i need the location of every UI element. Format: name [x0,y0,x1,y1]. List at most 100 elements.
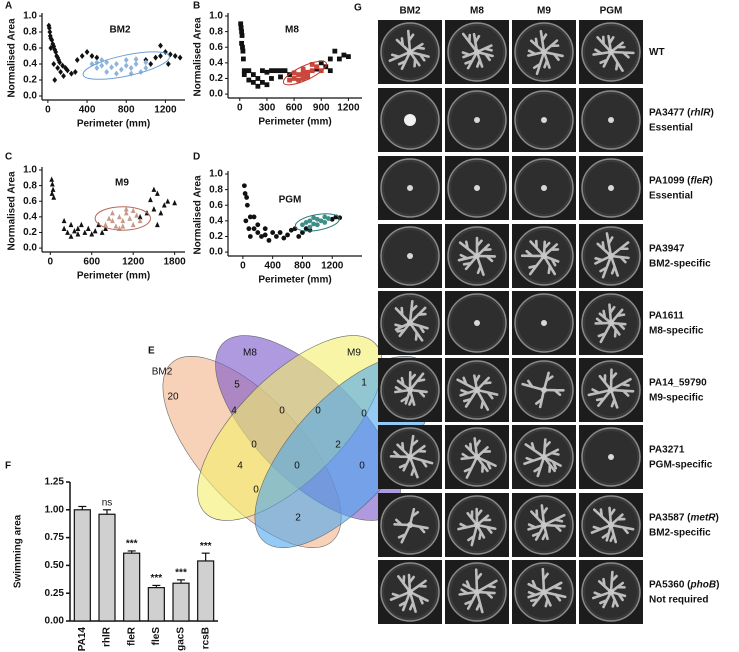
data-point [120,223,126,229]
data-point [55,65,61,71]
venn-count: 20 [167,392,179,403]
row-label: M8-specific [649,325,704,336]
data-point [49,176,55,182]
y-tick-label: 0.2 [23,227,37,238]
data-point [241,68,247,74]
x-tick-label: 1800 [164,257,187,268]
colony-branch [472,32,481,54]
data-point [346,54,351,60]
row-label-part: metR [691,512,717,523]
data-point [49,190,55,196]
colony [474,320,480,326]
colony-branch [464,50,479,70]
y-tick-label: 0.25 [45,588,65,599]
colony [407,522,413,528]
colony [407,589,413,595]
data-point [89,53,95,59]
data-point [46,25,52,31]
x-tick-label: fleS [151,627,162,646]
y-tick-label: 1.0 [23,165,37,176]
data-point [133,56,139,63]
x-tick-label: 400 [264,261,281,272]
colony-branch [598,374,613,392]
colony [608,49,614,55]
data-point [82,229,88,235]
bar [123,552,141,622]
venn-count: 0 [361,409,367,420]
data-point [47,29,53,35]
row-label: Essential [649,190,693,201]
data-point [246,77,252,83]
x-tick-label: 1200 [122,257,145,268]
y-axis-label: Normalised Area [7,171,18,251]
bar [73,509,91,622]
data-point [151,186,157,192]
colony-branch [408,590,417,613]
y-axis-label: Normalised Area [7,18,18,98]
data-point [318,60,324,66]
data-point [255,76,261,81]
y-axis-label: Normalised Area [193,175,204,255]
colony-branch [524,442,546,459]
data-point [158,53,163,59]
significance-label: *** [175,567,187,578]
y-tick-label: 1.25 [45,477,65,488]
colony [407,49,413,55]
data-point [61,73,66,79]
data-point [327,68,333,74]
data-point [130,221,136,228]
data-point [75,225,81,231]
row-label-part: ) [711,107,714,118]
data-point [247,214,253,220]
colony-branch [609,523,635,535]
colony [474,253,480,259]
row-label-part: PA3477 ( [649,107,691,118]
venn-count: 2 [295,513,301,524]
y-tick-label: 0.8 [23,27,37,38]
data-point [282,68,288,74]
colony-branch [407,573,415,594]
colony [608,589,614,595]
data-point [341,52,347,58]
colony [541,320,547,326]
x-tick-label: 0 [48,257,54,268]
colony [404,114,416,126]
colony-branch [397,575,412,594]
row-label-part: ) [716,512,719,523]
data-point [311,215,317,221]
colony-branch [542,513,566,527]
x-tick-label: fleR [126,626,137,646]
y-tick-label: 0.0 [23,243,37,254]
colony-branch [540,504,549,527]
colony-branch [462,254,479,271]
row-label: BM2-specific [649,527,711,538]
data-point [241,183,247,189]
x-tick-label: 1200 [321,261,344,272]
x-tick-label: 0 [237,103,243,114]
colony-branch [408,434,419,459]
panel-label: B [193,1,200,12]
venn-count: 0 [294,461,300,472]
data-point [239,33,245,38]
colony-branch [523,455,546,466]
column-header: PGM [600,6,623,17]
colony-branch [396,321,412,338]
colony-branch [542,523,566,532]
colony [541,49,547,55]
data-point [65,229,70,235]
colony-branch [594,254,613,265]
venn-count: 5 [234,380,240,391]
colony-branch [542,438,551,459]
data-point [94,65,100,71]
colony [407,320,413,326]
data-point [110,210,115,216]
row-label: PA3587 (metR) [649,512,719,523]
row-label: M9-specific [649,392,704,403]
y-tick-label: 0.75 [45,532,65,543]
y-tick-label: 0.4 [23,211,37,222]
data-point [68,233,74,239]
colony-branch [542,39,560,54]
venn-count: 0 [251,440,257,451]
row-label-part: phoB [690,579,717,590]
colony-branch [408,590,429,605]
